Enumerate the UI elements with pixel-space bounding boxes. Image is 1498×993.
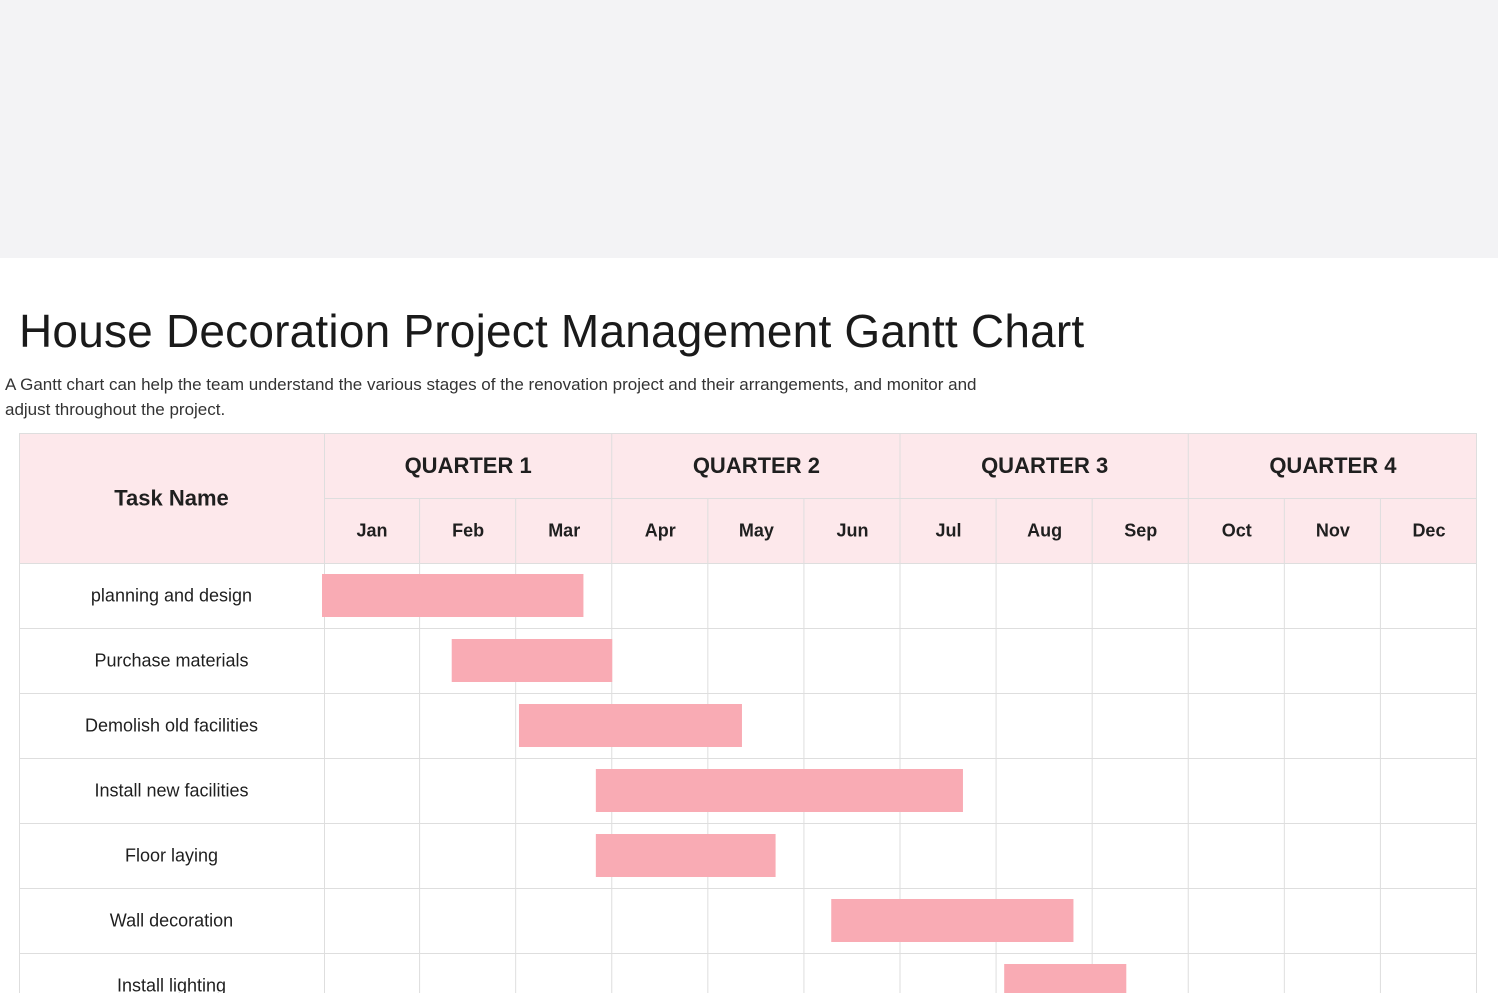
page-description: A Gantt chart can help the team understa… <box>5 372 995 422</box>
month-label: Feb <box>452 521 484 541</box>
month-label: Sep <box>1124 521 1157 541</box>
quarter-label: QUARTER 3 <box>981 453 1108 478</box>
task-bar[interactable] <box>596 834 776 877</box>
task-bar[interactable] <box>596 769 963 812</box>
month-label: Apr <box>645 521 676 541</box>
task-bar[interactable] <box>519 704 742 747</box>
quarter-label: QUARTER 4 <box>1269 453 1397 478</box>
task-name: Floor laying <box>125 846 218 866</box>
gantt-chart-svg: Task Name QUARTER 1 QUARTER 2 QUARTER 3 QUAR… <box>19 433 1477 993</box>
task-bar[interactable] <box>322 574 583 617</box>
task-name: Install lighting <box>117 976 226 993</box>
task-name: Wall decoration <box>110 911 233 931</box>
page-title: House Decoration Project Management Gant… <box>19 304 1084 358</box>
month-label: Nov <box>1316 521 1350 541</box>
month-label: Dec <box>1412 521 1445 541</box>
month-label: Aug <box>1027 521 1062 541</box>
task-name: Purchase materials <box>94 651 248 671</box>
task-name: Install new facilities <box>94 781 248 801</box>
task-name: Demolish old facilities <box>85 716 258 736</box>
month-label: Jan <box>357 521 388 541</box>
month-label: Jul <box>936 521 962 541</box>
quarter-label: QUARTER 2 <box>693 453 820 478</box>
task-name: planning and design <box>91 586 252 606</box>
gantt-chart: Task Name QUARTER 1 QUARTER 2 QUARTER 3 QUAR… <box>19 433 1477 993</box>
top-banner-area <box>0 0 1498 258</box>
month-label: Jun <box>836 521 868 541</box>
month-label: May <box>739 521 774 541</box>
quarter-label: QUARTER 1 <box>405 453 532 478</box>
month-label: Mar <box>548 521 580 541</box>
task-name-header: Task Name <box>114 486 229 511</box>
task-bar[interactable] <box>1004 964 1126 993</box>
month-label: Oct <box>1222 521 1252 541</box>
task-bar[interactable] <box>831 899 1073 942</box>
task-bar[interactable] <box>452 639 613 682</box>
